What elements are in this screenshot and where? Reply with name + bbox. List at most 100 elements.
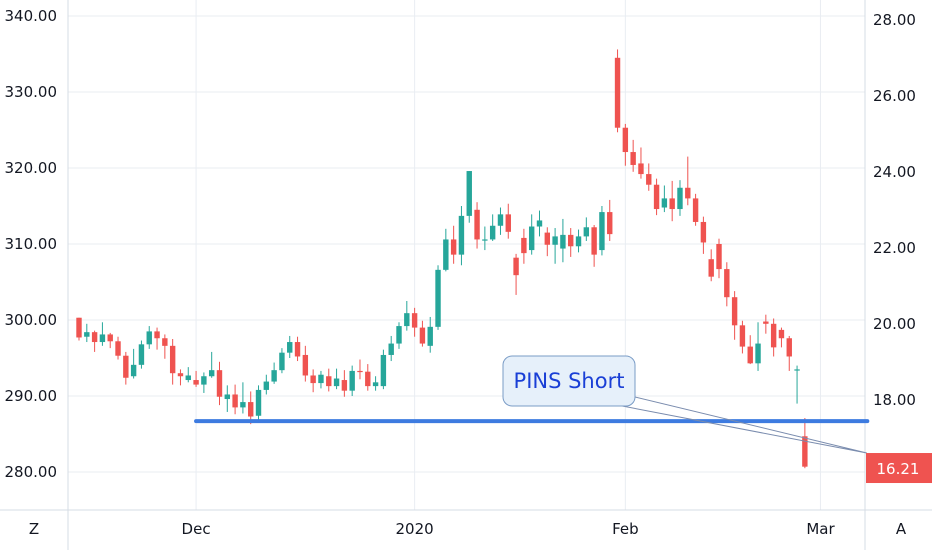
left-axis-tick-label: 320.00 — [5, 159, 58, 177]
candle-body — [139, 344, 144, 365]
candle-body — [646, 174, 651, 185]
candle-body — [740, 325, 745, 346]
candle — [623, 124, 628, 166]
candle — [217, 362, 222, 405]
candle — [685, 157, 690, 206]
candle-body — [154, 331, 159, 338]
candle — [740, 321, 745, 354]
candle-body — [716, 244, 721, 269]
candle — [490, 214, 495, 241]
candle — [84, 324, 89, 342]
candle-body — [131, 365, 136, 376]
right-axis-tick-label: 18.00 — [873, 391, 916, 409]
candle-body — [108, 334, 113, 341]
candle — [802, 418, 807, 468]
candle — [545, 227, 550, 256]
candle-body — [373, 382, 378, 386]
candle — [568, 228, 573, 257]
candle — [451, 226, 456, 264]
candle-body — [256, 390, 261, 416]
right-axis-tick-label: 22.00 — [873, 239, 916, 257]
candle — [693, 194, 698, 226]
candle — [139, 341, 144, 369]
candle — [131, 349, 136, 379]
candle-body — [568, 235, 573, 246]
candle — [186, 367, 191, 382]
candle — [615, 49, 620, 132]
candle — [701, 217, 706, 254]
candle-body — [349, 371, 354, 391]
candle-body — [271, 370, 276, 381]
candle — [654, 179, 659, 215]
candle-body — [147, 331, 152, 344]
candle — [310, 369, 315, 392]
candle — [537, 211, 542, 237]
candle-body — [404, 313, 409, 326]
candle — [607, 200, 612, 241]
candle-body — [420, 328, 425, 344]
candle-body — [623, 128, 628, 152]
candle-body — [92, 332, 97, 342]
candle-body — [170, 346, 175, 373]
candle — [373, 376, 378, 390]
candle-body — [709, 259, 714, 276]
candle — [787, 336, 792, 371]
candle-body — [209, 370, 214, 376]
candle — [287, 336, 292, 358]
candle — [709, 249, 714, 281]
candle-body — [178, 373, 183, 376]
candle — [326, 369, 331, 392]
candle — [170, 339, 175, 385]
candle — [669, 181, 674, 221]
corner-left-button[interactable]: Z — [18, 516, 50, 542]
candle — [349, 366, 354, 396]
candle-body — [537, 220, 542, 226]
candle-body — [779, 330, 784, 338]
candle-body — [669, 198, 674, 209]
candle-body — [459, 216, 464, 255]
candle — [240, 382, 245, 413]
candle-body — [225, 394, 230, 399]
left-axis-tick-label: 330.00 — [5, 83, 58, 101]
candle-body — [607, 212, 612, 234]
candle — [123, 352, 128, 385]
candle-body — [763, 322, 768, 324]
candle-body — [630, 152, 635, 165]
candle-body — [264, 382, 269, 390]
candle-body — [474, 210, 479, 240]
candle-body — [443, 239, 448, 269]
callout-text: PINS Short — [514, 369, 625, 393]
candle — [443, 229, 448, 272]
candle-body — [521, 238, 526, 253]
candle — [428, 317, 433, 353]
candle — [295, 337, 300, 361]
candle — [334, 369, 339, 390]
candle-body — [451, 239, 456, 254]
time-axis-tick-label: 2020 — [396, 520, 434, 538]
candle-body — [381, 355, 386, 386]
drawings: PINS Short — [196, 356, 867, 453]
candle-body — [217, 370, 222, 397]
corner-right-button[interactable]: A — [885, 516, 917, 542]
candle — [178, 369, 183, 385]
candle — [225, 385, 230, 412]
candle-body — [529, 227, 534, 251]
corner-right-label: A — [896, 520, 907, 538]
candle-body — [326, 376, 331, 386]
candle — [303, 346, 308, 382]
candle — [498, 208, 503, 235]
candle-body — [193, 380, 198, 385]
candle-body — [794, 369, 799, 370]
left-axis-tick-label: 310.00 — [5, 235, 58, 253]
candle-body — [576, 236, 581, 246]
candle-body — [412, 313, 417, 327]
candle-body — [365, 372, 370, 386]
candle — [513, 254, 518, 295]
right-axis-tick-label: 28.00 — [873, 11, 916, 29]
candle — [108, 333, 113, 348]
candle-body — [677, 188, 682, 209]
candle — [560, 219, 565, 262]
candle — [147, 326, 152, 349]
candle — [412, 308, 417, 337]
